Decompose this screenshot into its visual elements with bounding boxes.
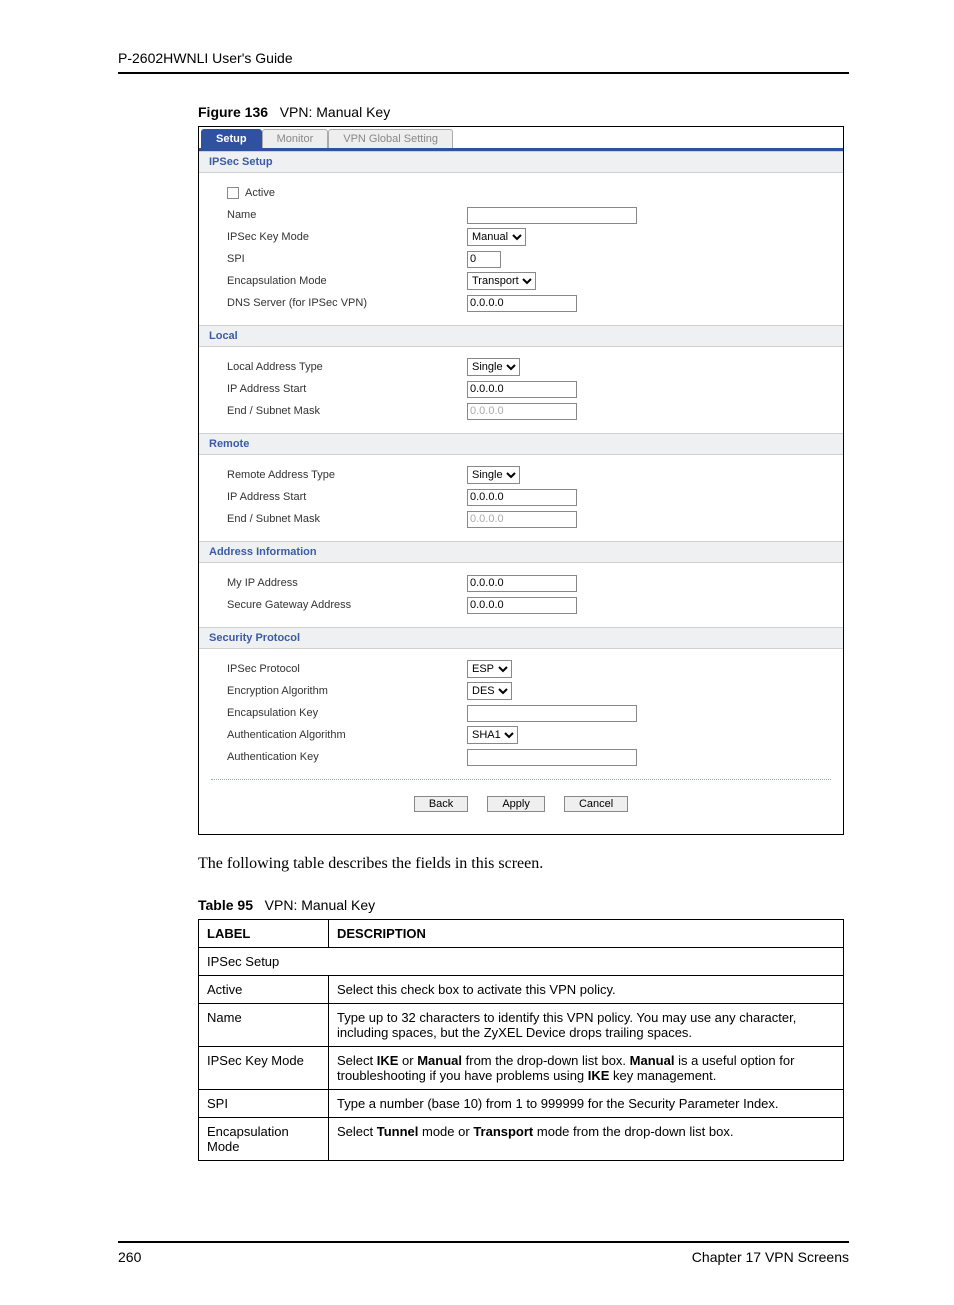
spi-label: SPI bbox=[227, 253, 467, 265]
table-cell-label: SPI bbox=[199, 1090, 329, 1118]
tab-bar: Setup Monitor VPN Global Setting bbox=[199, 127, 843, 151]
table-row: IPSec Key ModeSelect IKE or Manual from … bbox=[199, 1047, 844, 1090]
enckey-label: Encapsulation Key bbox=[227, 707, 467, 719]
tab-setup[interactable]: Setup bbox=[201, 129, 262, 148]
dns-label: DNS Server (for IPSec VPN) bbox=[227, 297, 467, 309]
table-cell-label: IPSec Key Mode bbox=[199, 1047, 329, 1090]
active-label: Active bbox=[245, 187, 275, 199]
remote-start-label: IP Address Start bbox=[227, 491, 467, 503]
enckey-input[interactable] bbox=[467, 705, 637, 722]
figure-caption: Figure 136 VPN: Manual Key bbox=[198, 104, 849, 120]
encap-label: Encapsulation Mode bbox=[227, 275, 467, 287]
table-cell-label: Encapsulation Mode bbox=[199, 1118, 329, 1161]
page-number: 260 bbox=[118, 1249, 141, 1265]
local-type-select[interactable]: Single bbox=[467, 358, 520, 376]
section-local: Local bbox=[199, 325, 843, 347]
table-row: SPIType a number (base 10) from 1 to 999… bbox=[199, 1090, 844, 1118]
tab-vpn-global[interactable]: VPN Global Setting bbox=[328, 129, 453, 148]
chapter-title: Chapter 17 VPN Screens bbox=[692, 1249, 849, 1265]
vpn-manual-key-screenshot: Setup Monitor VPN Global Setting IPSec S… bbox=[198, 126, 844, 835]
myip-label: My IP Address bbox=[227, 577, 467, 589]
apply-button[interactable]: Apply bbox=[487, 796, 545, 812]
authkey-label: Authentication Key bbox=[227, 751, 467, 763]
local-start-input[interactable] bbox=[467, 381, 577, 398]
table-cell-label: Name bbox=[199, 1004, 329, 1047]
proto-select[interactable]: ESP bbox=[467, 660, 512, 678]
sgw-label: Secure Gateway Address bbox=[227, 599, 467, 611]
name-label: Name bbox=[227, 209, 467, 221]
figure-title: VPN: Manual Key bbox=[280, 104, 391, 120]
section-security: Security Protocol bbox=[199, 627, 843, 649]
keymode-label: IPSec Key Mode bbox=[227, 231, 467, 243]
table-cell-desc: Select Tunnel mode or Transport mode fro… bbox=[329, 1118, 844, 1161]
th-label: LABEL bbox=[199, 920, 329, 948]
doc-header: P-2602HWNLI User's Guide bbox=[118, 50, 849, 74]
local-end-input[interactable] bbox=[467, 403, 577, 420]
myip-input[interactable] bbox=[467, 575, 577, 592]
table-row: NameType up to 32 characters to identify… bbox=[199, 1004, 844, 1047]
remote-end-label: End / Subnet Mask bbox=[227, 513, 467, 525]
encap-select[interactable]: Transport bbox=[467, 272, 536, 290]
table-cell-desc: Type up to 32 characters to identify thi… bbox=[329, 1004, 844, 1047]
remote-start-input[interactable] bbox=[467, 489, 577, 506]
table-cell-desc: Select IKE or Manual from the drop-down … bbox=[329, 1047, 844, 1090]
authalg-select[interactable]: SHA1 bbox=[467, 726, 518, 744]
active-checkbox[interactable] bbox=[227, 187, 239, 199]
table-cell-desc: Select this check box to activate this V… bbox=[329, 976, 844, 1004]
section-addr-info: Address Information bbox=[199, 541, 843, 563]
back-button[interactable]: Back bbox=[414, 796, 468, 812]
local-end-label: End / Subnet Mask bbox=[227, 405, 467, 417]
name-input[interactable] bbox=[467, 207, 637, 224]
body-text: The following table describes the fields… bbox=[198, 855, 849, 873]
spi-input[interactable] bbox=[467, 251, 501, 268]
th-desc: DESCRIPTION bbox=[329, 920, 844, 948]
section-ipsec-setup: IPSec Setup bbox=[199, 151, 843, 173]
page-footer: 260 Chapter 17 VPN Screens bbox=[118, 1241, 849, 1265]
remote-type-select[interactable]: Single bbox=[467, 466, 520, 484]
button-row: Back Apply Cancel bbox=[211, 779, 831, 834]
authalg-label: Authentication Algorithm bbox=[227, 729, 467, 741]
table-row: ActiveSelect this check box to activate … bbox=[199, 976, 844, 1004]
dns-input[interactable] bbox=[467, 295, 577, 312]
local-start-label: IP Address Start bbox=[227, 383, 467, 395]
tab-monitor[interactable]: Monitor bbox=[262, 129, 329, 148]
table-num: Table 95 bbox=[198, 897, 253, 913]
table-title: VPN: Manual Key bbox=[265, 897, 376, 913]
table-cell-label: Active bbox=[199, 976, 329, 1004]
authkey-input[interactable] bbox=[467, 749, 637, 766]
table-cell-label: IPSec Setup bbox=[199, 948, 844, 976]
section-remote: Remote bbox=[199, 433, 843, 455]
cancel-button[interactable]: Cancel bbox=[564, 796, 628, 812]
encalg-select[interactable]: DES bbox=[467, 682, 512, 700]
table-caption: Table 95 VPN: Manual Key bbox=[198, 897, 849, 913]
description-table: LABEL DESCRIPTION IPSec SetupActiveSelec… bbox=[198, 919, 844, 1161]
proto-label: IPSec Protocol bbox=[227, 663, 467, 675]
keymode-select[interactable]: Manual bbox=[467, 228, 526, 246]
table-cell-desc: Type a number (base 10) from 1 to 999999… bbox=[329, 1090, 844, 1118]
remote-type-label: Remote Address Type bbox=[227, 469, 467, 481]
table-row: Encapsulation ModeSelect Tunnel mode or … bbox=[199, 1118, 844, 1161]
remote-end-input[interactable] bbox=[467, 511, 577, 528]
figure-num: Figure 136 bbox=[198, 104, 268, 120]
sgw-input[interactable] bbox=[467, 597, 577, 614]
table-row: IPSec Setup bbox=[199, 948, 844, 976]
local-type-label: Local Address Type bbox=[227, 361, 467, 373]
encalg-label: Encryption Algorithm bbox=[227, 685, 467, 697]
